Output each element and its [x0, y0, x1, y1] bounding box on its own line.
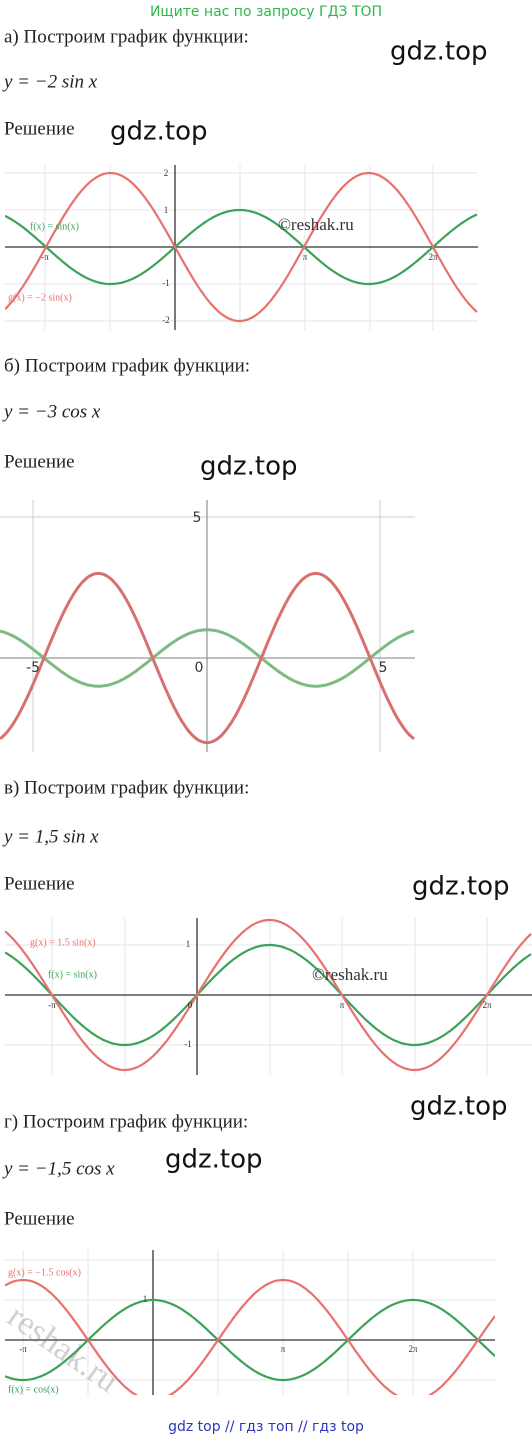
- y-tick-label: -1: [162, 278, 170, 288]
- x-tick-label: π: [281, 1344, 286, 1354]
- x-tick-label: -π: [19, 1344, 27, 1354]
- watermark: gdz.top: [410, 1092, 508, 1122]
- graph-label: g(x) = −1.5 cos(x): [8, 1267, 81, 1278]
- solution-label: Решение: [4, 451, 75, 472]
- graph-label: g(x) = −2 sin(x): [8, 292, 72, 303]
- curve: [5, 208, 478, 286]
- graph-label: g(x) = 1.5 sin(x): [30, 937, 96, 948]
- graph: -5 0 5 5: [0, 500, 415, 752]
- formula: y = −2 sin x: [2, 71, 98, 92]
- graph: f(x) = sin(x) g(x) = −2 sin(x) ©reshak.ru -…: [5, 165, 478, 330]
- x-tick-label: 2π: [408, 1344, 418, 1354]
- x-tick-label: 0: [188, 1000, 193, 1010]
- solution-label: Решение: [4, 1208, 75, 1229]
- plot-area: [5, 165, 478, 330]
- x-tick-label: -5: [26, 660, 40, 676]
- curve: [5, 1278, 495, 1395]
- curve: [5, 918, 532, 1072]
- graph-label: f(x) = cos(x): [8, 1384, 59, 1395]
- y-tick-label: 2: [164, 168, 169, 178]
- formula: y = −1,5 cos x: [2, 1158, 115, 1179]
- plot-area: [5, 1250, 495, 1395]
- heading: г) Построим график функции:: [4, 1111, 248, 1132]
- formula: y = 1,5 sin x: [2, 826, 99, 847]
- x-tick-label: 2π: [482, 1000, 492, 1010]
- watermark: gdz.top: [110, 117, 208, 147]
- curve: [5, 171, 478, 323]
- footer: gdz top // гдз топ // гдз top: [168, 1419, 364, 1435]
- x-tick-label: 0: [195, 660, 204, 676]
- graph-label: f(x) = sin(x): [30, 221, 79, 232]
- solution-label: Решение: [4, 873, 75, 894]
- heading: а) Построим график функции:: [4, 26, 249, 47]
- graph: g(x) = −1.5 cos(x)f(x) = cos(x)reshak.ru…: [1, 1250, 495, 1400]
- watermark: gdz.top: [412, 872, 510, 902]
- graph-label: ©reshak.ru: [278, 215, 354, 234]
- curve: [5, 1298, 495, 1382]
- watermark: gdz.top: [390, 37, 488, 67]
- y-tick-label: 1: [143, 1294, 148, 1304]
- x-tick-label: 2π: [428, 252, 438, 262]
- x-tick-label: -π: [41, 252, 49, 262]
- y-tick-label: -1: [184, 1039, 192, 1049]
- graph-label: ©reshak.ru: [312, 965, 388, 984]
- y-tick-label: 1: [186, 939, 191, 949]
- x-tick-label: 5: [379, 660, 388, 676]
- curve: [0, 628, 415, 688]
- plot-area: [5, 918, 532, 1075]
- graph-label: f(x) = sin(x): [48, 969, 97, 980]
- plot-area: [0, 500, 415, 752]
- graph: g(x) = 1.5 sin(x) f(x) = sin(x) ©reshak.ru…: [5, 918, 532, 1075]
- x-tick-label: π: [340, 1000, 345, 1010]
- heading: б) Построим график функции:: [4, 355, 250, 376]
- solution-label: Решение: [4, 118, 75, 139]
- curve: [0, 571, 415, 745]
- x-tick-label: -π: [48, 1000, 56, 1010]
- curve: [5, 943, 532, 1047]
- y-tick-label: 5: [193, 510, 202, 526]
- formula: y = −3 cos x: [2, 401, 101, 422]
- y-tick-label: -2: [162, 315, 170, 325]
- watermark: gdz.top: [165, 1145, 263, 1175]
- watermark: gdz.top: [200, 452, 298, 482]
- y-tick-label: 1: [164, 205, 169, 215]
- banner: Ищите нас по запросу ГДЗ ТОП: [150, 4, 382, 20]
- x-tick-label: π: [303, 252, 308, 262]
- heading: в) Построим график функции:: [4, 777, 249, 798]
